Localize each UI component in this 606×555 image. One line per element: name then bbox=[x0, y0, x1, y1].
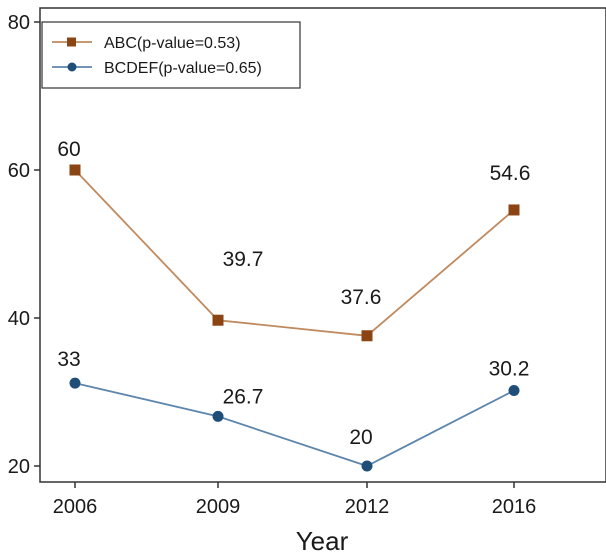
data-point bbox=[508, 204, 520, 216]
x-tick-label: 2009 bbox=[196, 496, 241, 518]
data-point bbox=[361, 460, 373, 472]
y-tick-label: 40 bbox=[8, 308, 30, 330]
data-label: 26.7 bbox=[223, 385, 264, 408]
data-point bbox=[361, 330, 373, 342]
x-axis-title: Year bbox=[296, 526, 349, 555]
legend-marker bbox=[67, 62, 77, 72]
data-label: 30.2 bbox=[489, 358, 530, 381]
data-label: 60 bbox=[57, 138, 80, 161]
series-line bbox=[74, 169, 515, 337]
data-point bbox=[508, 385, 520, 397]
series-layer: 60 39.7 37.6 54.6 33 26.7 20 30.2 bbox=[57, 138, 530, 472]
data-point bbox=[212, 410, 224, 422]
data-label: 33 bbox=[57, 348, 80, 371]
data-point bbox=[69, 377, 81, 389]
x-tick-label: 2012 bbox=[345, 496, 390, 518]
legend: ABC(p-value=0.53) BCDEF(p-value=0.65) bbox=[41, 21, 301, 89]
plot-frame bbox=[39, 7, 606, 483]
y-tick-label: 20 bbox=[8, 456, 30, 478]
x-tick-label: 2006 bbox=[53, 496, 98, 518]
axes: 20 40 60 80 2006 2009 2012 2016 bbox=[8, 12, 537, 518]
data-label: 20 bbox=[349, 426, 372, 449]
legend-marker bbox=[67, 37, 76, 47]
data-label: 37.6 bbox=[341, 286, 382, 309]
y-tick-label: 80 bbox=[8, 12, 30, 34]
y-tick-label: 60 bbox=[8, 160, 30, 182]
x-tick-label: 2016 bbox=[492, 496, 537, 518]
data-point bbox=[212, 314, 224, 326]
data-label: 39.7 bbox=[223, 248, 264, 271]
series-line bbox=[74, 382, 515, 467]
data-point bbox=[69, 164, 81, 176]
legend-label: BCDEF(p-value=0.65) bbox=[104, 60, 262, 77]
legend-box bbox=[41, 21, 301, 89]
legend-label: ABC(p-value=0.53) bbox=[104, 35, 241, 52]
data-label: 54.6 bbox=[490, 162, 531, 185]
